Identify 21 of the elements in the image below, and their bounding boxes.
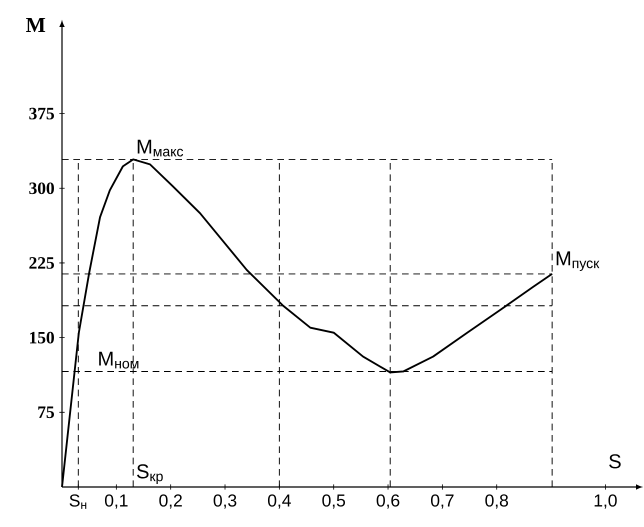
- y-tick-label: 300: [29, 182, 54, 194]
- y-axis-title: M: [26, 18, 46, 32]
- x-tick-label: 0,4: [268, 494, 291, 509]
- x-tick-label: 0,3: [214, 494, 236, 509]
- x-tick-label: S$_{н}$: [70, 494, 86, 509]
- annotation: M$_{пуск}$: [556, 251, 600, 271]
- x-tick-label: 0,7: [430, 494, 454, 509]
- x-tick-label: 0,5: [322, 494, 346, 509]
- y-tick-label: 225: [29, 257, 54, 269]
- x-tick-label: 0,1: [104, 494, 128, 509]
- x-tick-label: 0,8: [485, 494, 508, 509]
- annotation: M$_{ном}$: [99, 352, 138, 369]
- annotation: M$_{макс}$: [138, 140, 184, 156]
- x-tick-label: 1,0: [594, 494, 617, 509]
- annotation: S$_{кр}$: [137, 464, 163, 484]
- y-tick-label: 75: [38, 406, 54, 418]
- x-axis-title: S: [609, 454, 621, 468]
- x-tick-label: 0,6: [376, 494, 400, 509]
- y-tick-label: 150: [30, 332, 54, 344]
- y-tick-label: 375: [29, 108, 54, 120]
- x-tick-label: 0,2: [159, 494, 182, 509]
